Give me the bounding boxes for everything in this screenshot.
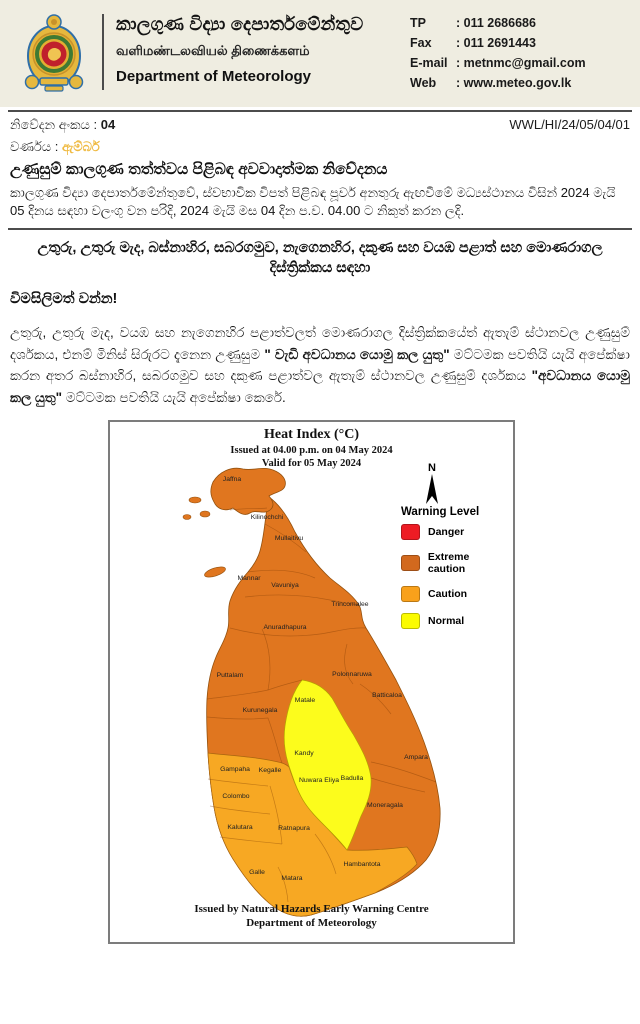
map-title: Heat Index (°C) <box>263 427 360 442</box>
color-code-value: ඇම්බර් <box>61 139 100 154</box>
notice-number-value: 04 <box>100 117 116 132</box>
alert-heading: විමසිලිමත් වන්න! <box>10 291 118 307</box>
reference-number: WWL/HI/24/05/04/01 <box>509 117 630 132</box>
district-label: Mannar <box>237 575 261 582</box>
dept-title-english: Department of Meteorology <box>116 68 312 85</box>
district-label: Kegalle <box>259 767 282 774</box>
district-label: Ampara <box>404 754 428 761</box>
district-label: Anuradhapura <box>263 624 306 631</box>
legend-label: Danger <box>428 526 465 538</box>
legend-swatch-icon <box>401 555 420 571</box>
warning-level-legend: Warning Level Danger Extreme caution Cauti… <box>401 506 509 640</box>
district-label: Trincomalee <box>331 601 368 608</box>
contact-web: Web : www.meteo.gov.lk <box>410 73 632 93</box>
header-rule <box>8 110 632 112</box>
sri-lanka-map: Jaffna Kilinochchi Mullaitivu Mannar Vavuniy… <box>182 467 441 917</box>
north-label: N <box>428 462 436 474</box>
contact-tp: TP : 011 2686686 <box>410 13 632 33</box>
district-boundaries <box>206 507 437 903</box>
notice-number: නිවේදන අංකය : 04 <box>10 117 115 133</box>
district-label: Moneragala <box>367 802 403 809</box>
advisory-part2: මට්ටමක පවතියි යැයි අපේක්ෂා කරන අතර බස්නා… <box>10 346 630 384</box>
district-label: Kalutara <box>227 824 253 831</box>
sri-lanka-emblem-logo <box>18 8 90 98</box>
legend-title: Warning Level <box>401 506 480 518</box>
contact-fax-value: : 011 2691443 <box>456 36 536 50</box>
contact-web-label: Web <box>410 76 437 90</box>
letterhead: කාලගුණ විද්‍යා දෙපාර්තමේන්තුව வளிமண்டலவி… <box>0 0 640 107</box>
area-heading: උතුරු, උතුරු මැද, බස්නාහිර, සබරගමුව, නැග… <box>37 240 603 276</box>
legend-label: Caution <box>428 588 468 600</box>
contact-fax-label: Fax <box>410 36 432 50</box>
contact-email: E-mail : metnmc@gmail.com <box>410 53 632 73</box>
district-label: Matale <box>295 697 316 704</box>
district-label: Vavuniya <box>271 582 299 589</box>
district-label: Matara <box>281 875 302 882</box>
islet-2 <box>199 510 211 518</box>
map-issued-line: Issued at 04.00 p.m. on 04 May 2024 <box>230 445 393 456</box>
emblem-icon <box>24 14 84 92</box>
map-footer: Issued by Natural Hazards Early Warning … <box>110 902 513 930</box>
dept-title-tamil: வளிமண்டலவியல் திணைக்களம் <box>116 43 310 58</box>
district-label: Galle <box>249 869 265 876</box>
legend-swatch-icon <box>401 613 420 629</box>
map-valid-line: Valid for 05 May 2024 <box>261 458 362 469</box>
header-divider <box>102 14 104 90</box>
district-label: Polonnaruwa <box>332 671 372 678</box>
advisory-bold1: " වැඩි අවධානය යොමු කල යුතු" <box>264 346 450 362</box>
contact-email-label: E-mail <box>410 56 448 70</box>
section-rule <box>8 228 632 230</box>
district-label: Ratnapura <box>278 825 310 832</box>
color-code-row: වර්ණය : ඇම්බර් <box>10 139 100 155</box>
advisory-bold2: "අවධානය යොමු කල යුතු" <box>10 368 630 405</box>
district-label: Nuwara Eliya <box>299 777 339 784</box>
district-labels: Jaffna Kilinochchi Mullaitivu Mannar Vavuniy… <box>217 476 429 882</box>
legend-label: Normal <box>428 615 465 627</box>
legend-item: Normal <box>401 613 509 629</box>
district-label: Colombo <box>222 793 249 800</box>
district-label: Hambantota <box>343 861 380 868</box>
legend-swatch-icon <box>401 586 420 602</box>
district-label: Puttalam <box>217 672 244 679</box>
contact-tp-label: TP <box>410 16 426 30</box>
region-normal <box>283 679 372 851</box>
district-label: Batticaloa <box>372 692 402 699</box>
district-label: Mullaitivu <box>275 535 304 542</box>
region-jaffna-peninsula <box>210 467 286 515</box>
islet-1 <box>188 496 202 504</box>
legend-label: Extreme caution <box>427 551 470 575</box>
mannar-island <box>204 566 226 578</box>
legend-swatch-icon <box>401 524 420 540</box>
district-label: Gampaha <box>220 766 250 773</box>
map-footer-line2: Department of Meteorology <box>246 917 377 929</box>
dept-title-sinhala: කාලගුණ විද්‍යා දෙපාර්තමේන්තුව <box>116 14 364 34</box>
district-label: Jaffna <box>223 476 242 483</box>
district-label: Kurunegala <box>243 707 278 714</box>
contact-tp-value: : 011 2686686 <box>456 16 536 30</box>
map-footer-line1: Issued by Natural Hazards Early Warning … <box>194 903 429 915</box>
district-label: Kilinochchi <box>251 514 284 521</box>
legend-item: Danger <box>401 524 509 540</box>
north-arrow: N <box>412 462 452 510</box>
district-label: Badulla <box>341 775 364 782</box>
heat-index-map-panel: Jaffna Kilinochchi Mullaitivu Mannar Vavuniy… <box>108 420 515 944</box>
color-code-label: වර්ණය : <box>10 139 62 154</box>
advisory-title: උණුසුම් කාලගුණ තත්ත්වය පිළිබඳ අවවාදාත්මක… <box>10 161 388 178</box>
legend-item: Extreme caution <box>401 551 509 575</box>
islet-3 <box>182 514 192 520</box>
contact-block: TP : 011 2686686 Fax : 011 2691443 E-mai… <box>410 13 632 93</box>
advisory-paragraph: උතුරු, උතුරු මැද, වයඹ සහ නැගෙනහිර පළාත්ව… <box>10 322 630 408</box>
contact-fax: Fax : 011 2691443 <box>410 33 632 53</box>
district-label: Kandy <box>294 750 314 757</box>
north-arrow-icon <box>426 474 438 504</box>
legend-item: Caution <box>401 586 509 602</box>
advisory-part3: මට්ටමක පවතියි යැයි අපේක්ෂා කෙරේ. <box>62 389 286 405</box>
contact-web-value: : www.meteo.gov.lk <box>456 76 572 90</box>
advisory-part1: උතුරු, උතුරු මැද, වයඹ සහ නැගෙනහිර පළාත්ව… <box>10 325 630 362</box>
contact-email-value: : metnmc@gmail.com <box>456 56 586 70</box>
notice-number-label: නිවේදන අංකය : <box>10 117 101 132</box>
issuance-paragraph: කාලගුණ විද්‍යා දෙපාර්තමේන්තුවේ, ස්වභාවික… <box>10 185 616 218</box>
